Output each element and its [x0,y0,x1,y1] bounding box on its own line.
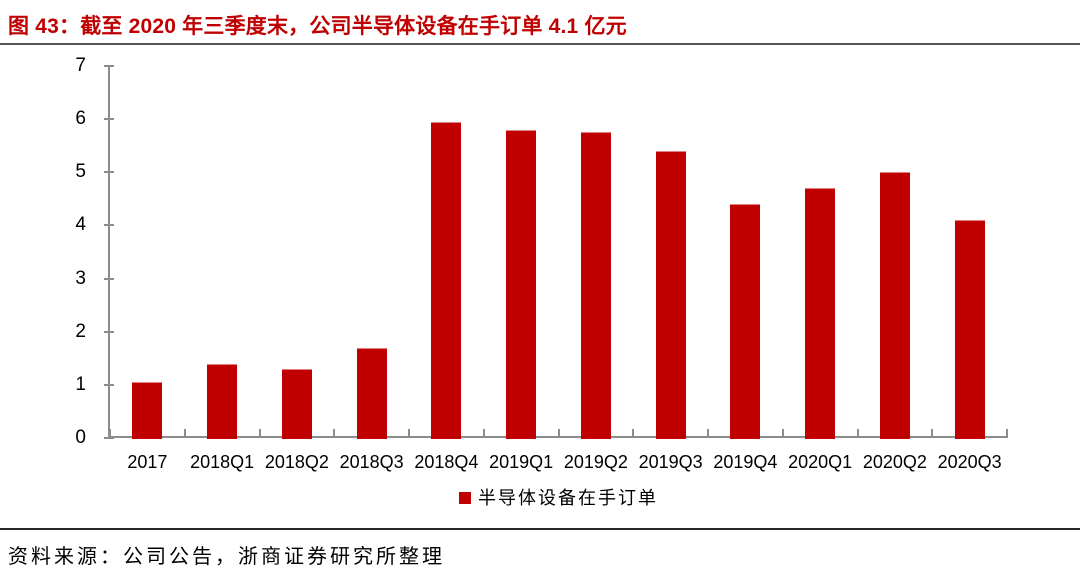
y-axis-tick-label: 0 [75,427,86,448]
y-axis-tick-label: 4 [75,214,86,236]
y-axis-tick [104,171,114,174]
x-axis-label: 2019Q3 [638,452,703,472]
y-axis-tick [104,437,114,439]
bar-2020Q2 [879,172,910,439]
x-axis-label: 2018Q4 [414,452,479,472]
x-axis-tick [781,429,784,438]
y-axis-tick [104,118,114,121]
legend-label: 半导体设备在手订单 [478,488,658,508]
x-axis-label: 2019Q1 [489,452,554,472]
x-axis-tick [557,429,560,438]
bar-2018Q4 [431,121,462,439]
bar-2019Q4 [730,204,761,439]
x-axis-tick [258,429,261,438]
x-axis-label: 2019Q2 [563,452,628,472]
bar-chart: 0 1 2 3 4 5 6 7 2017 2018Q1 2018Q2 2018Q3 2018Q4 2019… [75,55,1008,472]
bar-2017 [132,382,163,439]
x-axis-tick [931,429,934,438]
y-axis-tick-label: 1 [75,373,86,395]
y-axis-tick-label: 5 [75,161,86,183]
bar-2020Q1 [805,188,836,439]
chart-legend: 半导体设备在手订单 [110,485,1007,509]
x-axis-tick [632,429,635,438]
plot-axes-frame [108,66,1007,438]
x-axis-label: 2020Q2 [862,452,927,472]
x-axis-label: 2019Q4 [713,452,778,472]
source-divider [0,528,1080,530]
y-axis-tick-label: 3 [75,267,86,289]
y-axis-tick-label: 7 [75,55,86,76]
x-axis-label: 2020Q1 [788,452,853,472]
x-axis-tick [707,429,709,438]
x-axis-tick [333,429,336,438]
y-axis-tick-label: 2 [75,320,86,342]
y-axis-tick [104,65,114,67]
x-axis-label: 2018Q1 [190,452,255,472]
bar-2018Q3 [356,347,387,439]
x-axis-tick [1006,429,1008,438]
y-axis-tick-label: 6 [75,108,86,130]
x-axis-tick [482,429,485,438]
bar-2018Q2 [281,368,312,439]
x-axis-label: 2018Q3 [339,452,404,472]
x-axis-tick [856,429,859,438]
bar-2019Q3 [655,151,686,439]
bar-2020Q3 [954,220,985,439]
y-axis-tick [104,277,114,280]
x-axis-label: 2020Q3 [937,452,1002,472]
figure-title: 图 43：截至 2020 年三季度末，公司半导体设备在手订单 4.1 亿元 [8,15,627,38]
x-axis-tick [408,429,410,438]
y-axis-tick [104,383,114,386]
x-axis-label: 2017 [127,452,168,472]
bar-2019Q2 [580,132,611,439]
x-axis-tick [109,429,111,438]
bar-2018Q1 [207,363,238,439]
x-axis-label: 2018Q2 [264,452,329,472]
source-note: 资料来源：公司公告，浙商证券研究所整理 [8,546,445,568]
x-axis-tick [183,429,186,438]
y-axis-tick [104,330,114,333]
bar-2019Q1 [506,129,537,439]
y-axis-tick [104,224,114,227]
title-divider [0,43,1080,45]
legend-marker-icon [459,492,471,504]
